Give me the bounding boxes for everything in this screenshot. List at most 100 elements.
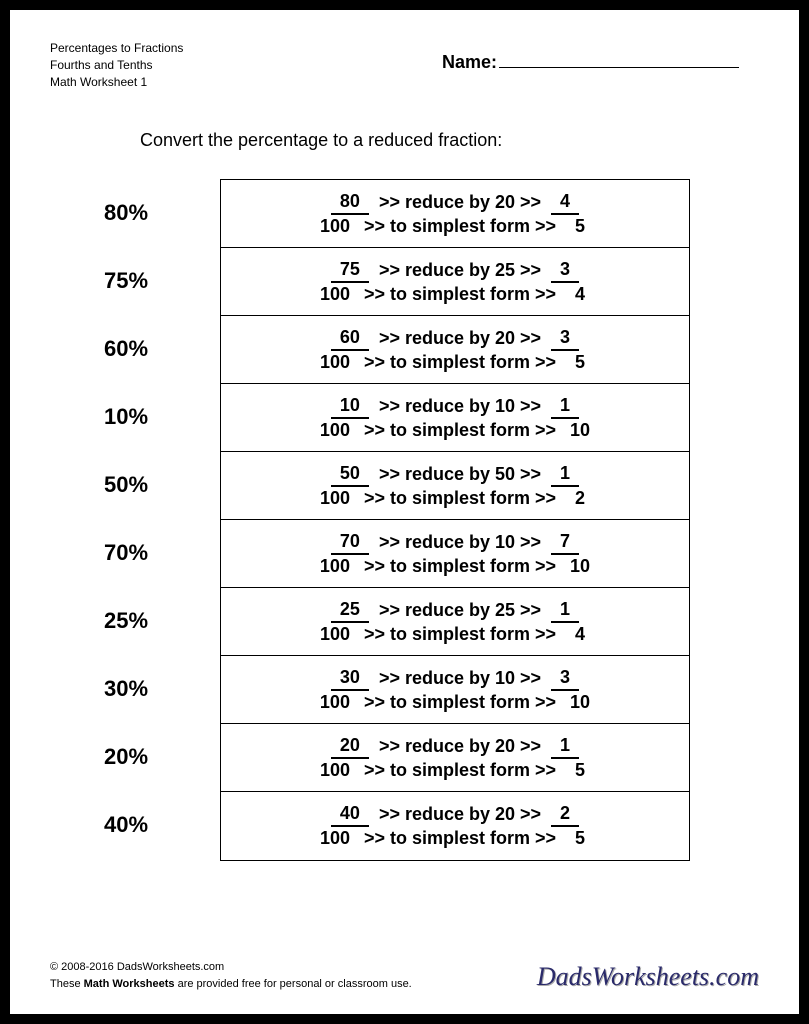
- answer-row: 10 >> reduce by 10 >> 1 100 >> to simplest f…: [221, 384, 689, 452]
- fraction-denominator: 100: [316, 419, 354, 442]
- math-worksheets-link[interactable]: Math Worksheets: [84, 978, 175, 990]
- result-numerator: 1: [551, 394, 579, 419]
- reduce-text: >> reduce by 25 >>: [379, 599, 541, 622]
- answer-line-top: 70 >> reduce by 10 >> 7: [331, 530, 579, 555]
- result-numerator: 1: [551, 462, 579, 487]
- title-line-2: Fourths and Tenths: [50, 57, 183, 74]
- fraction-denominator: 100: [316, 283, 354, 306]
- answer-line-bottom: 100>> to simplest form >>4: [316, 623, 594, 646]
- percent-value: 25%: [100, 587, 220, 655]
- name-blank-line[interactable]: [499, 67, 739, 68]
- fraction-numerator: 60: [331, 326, 369, 351]
- header-left: Percentages to Fractions Fourths and Ten…: [50, 40, 183, 90]
- fraction-numerator: 70: [331, 530, 369, 555]
- answer-line-top: 25 >> reduce by 25 >> 1: [331, 598, 579, 623]
- fraction-denominator: 100: [316, 623, 354, 646]
- fraction-denominator: 100: [316, 691, 354, 714]
- reduce-text: >> reduce by 10 >>: [379, 667, 541, 690]
- footer-provided: are provided free for personal or classr…: [175, 978, 412, 990]
- result-denominator: 10: [566, 555, 594, 578]
- answer-line-top: 20 >> reduce by 20 >> 1: [331, 734, 579, 759]
- result-numerator: 2: [551, 802, 579, 827]
- answer-row: 70 >> reduce by 10 >> 7 100 >> to simplest f…: [221, 520, 689, 588]
- fraction-denominator: 100: [316, 555, 354, 578]
- fraction-numerator: 30: [331, 666, 369, 691]
- title-line-3: Math Worksheet 1: [50, 74, 183, 91]
- simplest-text: >> to simplest form >>: [364, 487, 556, 510]
- answer-line-bottom: 100>> to simplest form >>2: [316, 487, 594, 510]
- result-denominator: 10: [566, 419, 594, 442]
- instruction-text: Convert the percentage to a reduced frac…: [140, 130, 759, 151]
- result-numerator: 3: [551, 326, 579, 351]
- fraction-numerator: 40: [331, 802, 369, 827]
- answer-line-bottom: 100 >> to simplest form >> 10: [316, 419, 594, 442]
- answer-line-bottom: 100 >> to simplest form >> 5: [316, 827, 594, 850]
- footer-these: These: [50, 978, 84, 990]
- footer-left: © 2008-2016 DadsWorksheets.com These Mat…: [50, 959, 412, 992]
- answer-row: 30 >> reduce by 10 >> 3 100 >> to simplest f…: [221, 656, 689, 724]
- simplest-text: >> to simplest form >>: [364, 827, 556, 850]
- fraction-numerator: 20: [331, 734, 369, 759]
- name-field: Name:: [442, 52, 739, 73]
- answer-line-bottom: 100>> to simplest form >>5: [316, 351, 594, 374]
- simplest-text: >> to simplest form >>: [364, 555, 556, 578]
- percent-value: 70%: [100, 519, 220, 587]
- worksheet-page: Percentages to Fractions Fourths and Ten…: [0, 0, 809, 1024]
- answer-line-top: 30 >> reduce by 10 >> 3: [331, 666, 579, 691]
- result-numerator: 3: [551, 666, 579, 691]
- result-denominator: 4: [566, 283, 594, 306]
- footer: © 2008-2016 DadsWorksheets.com These Mat…: [50, 959, 759, 992]
- dads-worksheets-logo: DadsWorksheets.com: [537, 962, 759, 992]
- answer-line-top: 50 >> reduce by 50 >> 1: [331, 462, 579, 487]
- fraction-numerator: 10: [331, 394, 369, 419]
- reduce-text: >> reduce by 20 >>: [379, 327, 541, 350]
- copyright-text: © 2008-2016 DadsWorksheets.com: [50, 959, 412, 976]
- result-denominator: 5: [566, 759, 594, 782]
- answer-row: 75>> reduce by 25 >>3100 >> to simplest f…: [221, 248, 689, 316]
- reduce-text: >> reduce by 50 >>: [379, 463, 541, 486]
- answer-line-bottom: 100 >> to simplest form >> 5: [316, 759, 594, 782]
- answer-line-top: 80>> reduce by 20 >>4: [331, 190, 579, 215]
- fraction-numerator: 50: [331, 462, 369, 487]
- fraction-numerator: 80: [331, 190, 369, 215]
- fraction-denominator: 100: [316, 759, 354, 782]
- answer-line-top: 75>> reduce by 25 >>3: [331, 258, 579, 283]
- simplest-text: >> to simplest form >>: [364, 283, 556, 306]
- percent-value: 10%: [100, 383, 220, 451]
- result-denominator: 5: [566, 351, 594, 374]
- simplest-text: >> to simplest form >>: [364, 215, 556, 238]
- fraction-numerator: 25: [331, 598, 369, 623]
- result-numerator: 1: [551, 734, 579, 759]
- result-numerator: 7: [551, 530, 579, 555]
- reduce-text: >> reduce by 20 >>: [379, 803, 541, 826]
- answer-line-bottom: 100 >> to simplest form >> 10: [316, 691, 594, 714]
- reduce-text: >> reduce by 25 >>: [379, 259, 541, 282]
- percent-value: 30%: [100, 655, 220, 723]
- percent-value: 20%: [100, 723, 220, 791]
- result-denominator: 5: [566, 827, 594, 850]
- result-numerator: 1: [551, 598, 579, 623]
- simplest-text: >> to simplest form >>: [364, 759, 556, 782]
- answer-row: 50>> reduce by 50 >>1100>> to simplest f…: [221, 452, 689, 520]
- problems-content: 80%75%60%10%50%70%25%30%20%40% 80 >> redu…: [100, 179, 759, 861]
- percent-value: 60%: [100, 315, 220, 383]
- reduce-text: >> reduce by 20 >>: [379, 191, 541, 214]
- percent-value: 40%: [100, 791, 220, 859]
- result-denominator: 2: [566, 487, 594, 510]
- percent-column: 80%75%60%10%50%70%25%30%20%40%: [100, 179, 220, 861]
- simplest-text: >> to simplest form >>: [364, 351, 556, 374]
- title-line-1: Percentages to Fractions: [50, 40, 183, 57]
- result-denominator: 10: [566, 691, 594, 714]
- reduce-text: >> reduce by 20 >>: [379, 735, 541, 758]
- answer-line-bottom: 100>> to simplest form >>5: [316, 215, 594, 238]
- fraction-denominator: 100: [316, 827, 354, 850]
- reduce-text: >> reduce by 10 >>: [379, 531, 541, 554]
- answer-line-bottom: 100 >> to simplest form >> 10: [316, 555, 594, 578]
- simplest-text: >> to simplest form >>: [364, 419, 556, 442]
- simplest-text: >> to simplest form >>: [364, 691, 556, 714]
- percent-value: 50%: [100, 451, 220, 519]
- answer-table: 80>> reduce by 20 >>4100>> to simplest f…: [220, 179, 690, 861]
- reduce-text: >> reduce by 10 >>: [379, 395, 541, 418]
- footer-usage-line: These Math Worksheets are provided free …: [50, 976, 412, 993]
- answer-row: 25 >> reduce by 25 >> 1100>> to simplest f…: [221, 588, 689, 656]
